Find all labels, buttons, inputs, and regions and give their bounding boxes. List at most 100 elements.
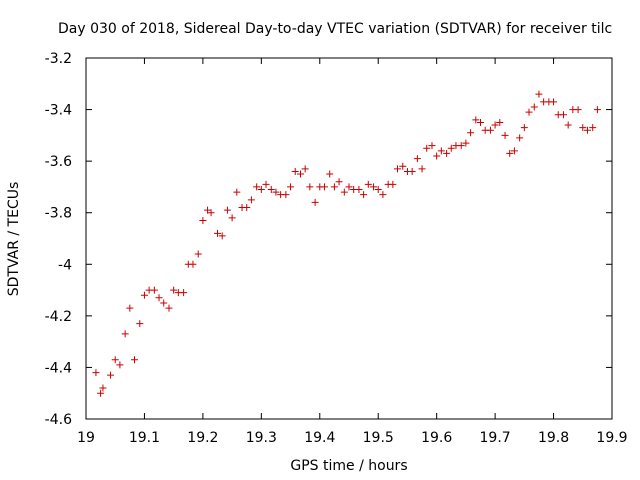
data-point — [296, 170, 304, 178]
data-point — [516, 134, 524, 142]
data-point — [589, 124, 597, 132]
data-point — [370, 183, 378, 191]
y-tick-label: -3.8 — [45, 206, 72, 222]
data-point — [194, 250, 202, 258]
y-tick-label: -4.4 — [45, 360, 72, 376]
data-point — [413, 155, 421, 163]
data-point — [506, 149, 514, 157]
data-point — [535, 90, 543, 98]
data-point — [262, 180, 270, 188]
data-point — [491, 121, 499, 129]
data-point — [155, 294, 163, 302]
data-point — [457, 142, 465, 150]
data-point — [501, 131, 509, 139]
y-tick-label: -4.6 — [45, 412, 72, 428]
data-point — [189, 260, 197, 268]
data-point — [136, 320, 144, 328]
data-point — [204, 206, 212, 214]
y-axis: -3.2 -3.4 -3.6 -3.8 -4 -4.2 -4.4 -4.6 — [45, 51, 612, 428]
data-point — [360, 191, 368, 199]
data-point — [150, 286, 158, 294]
chart-title: Day 030 of 2018, Sidereal Day-to-day VTE… — [58, 21, 612, 37]
y-tick-label: -3.6 — [45, 154, 72, 170]
data-point — [257, 186, 265, 194]
data-point — [394, 165, 402, 173]
data-point — [170, 286, 178, 294]
x-tick-label: 19.7 — [480, 430, 511, 446]
data-point — [496, 118, 504, 126]
data-point — [97, 389, 105, 397]
data-point — [243, 204, 251, 212]
data-point — [223, 206, 231, 214]
data-point — [160, 299, 168, 307]
plot-area-frame — [85, 57, 613, 420]
data-point — [99, 384, 107, 392]
data-point — [418, 165, 426, 173]
data-point — [486, 126, 494, 134]
data-point — [462, 139, 470, 147]
x-axis-label: GPS time / hours — [290, 458, 407, 474]
y-tick-label: -3.2 — [45, 51, 72, 67]
data-point — [282, 191, 290, 199]
data-point — [583, 126, 591, 134]
data-point — [593, 106, 601, 114]
x-tick-label: 19.3 — [246, 430, 277, 446]
data-point — [437, 147, 445, 155]
data-point — [272, 188, 280, 196]
data-point — [520, 124, 528, 132]
x-tick-label: 19.8 — [538, 430, 569, 446]
x-tick-label: 19.4 — [304, 430, 335, 446]
data-point — [389, 180, 397, 188]
data-point — [180, 289, 188, 297]
data-point — [379, 191, 387, 199]
x-axis: 19 19.1 19.2 19.3 19.4 19.5 19.6 19.7 19.8 19.9 — [77, 58, 628, 446]
data-point — [267, 186, 275, 194]
data-point — [218, 232, 226, 240]
y-axis-label: SDTVAR / TECUs — [6, 182, 22, 297]
data-point — [335, 178, 343, 186]
y-tick-label: -4.2 — [45, 309, 72, 325]
data-point — [443, 149, 451, 157]
data-point — [355, 186, 363, 194]
data-point — [477, 118, 484, 126]
data-point — [306, 183, 314, 191]
data-point — [207, 209, 215, 217]
data-point — [116, 361, 124, 369]
data-point — [374, 186, 382, 194]
data-point — [233, 188, 241, 196]
data-point — [447, 144, 455, 152]
data-point — [559, 111, 567, 119]
data-point — [131, 356, 139, 364]
data-point — [579, 124, 587, 132]
data-point — [140, 291, 148, 299]
y-tick-label: -4 — [58, 257, 72, 273]
data-point — [291, 167, 299, 175]
data-point — [564, 121, 572, 129]
x-tick-label: 19.9 — [596, 430, 627, 446]
data-point — [228, 214, 236, 222]
data-point — [574, 106, 582, 114]
data-point — [247, 196, 255, 204]
data-point — [364, 180, 372, 188]
data-point — [399, 162, 407, 170]
data-point — [423, 144, 431, 152]
data-point — [111, 356, 119, 364]
data-point — [525, 108, 533, 116]
data-point — [433, 152, 441, 160]
data-point — [408, 167, 416, 175]
data-point — [287, 183, 295, 191]
data-point — [472, 116, 480, 124]
data-point — [165, 304, 173, 312]
data-point — [214, 229, 221, 237]
data-point — [428, 142, 436, 150]
x-tick-label: 19.5 — [363, 430, 394, 446]
data-point — [199, 216, 207, 224]
x-tick-label: 19 — [77, 430, 95, 446]
data-point — [510, 147, 518, 155]
x-tick-label: 19.2 — [187, 430, 218, 446]
data-point — [311, 198, 319, 206]
y-tick-label: -3.4 — [45, 103, 72, 119]
data-point — [301, 165, 309, 173]
data-point — [121, 330, 129, 338]
